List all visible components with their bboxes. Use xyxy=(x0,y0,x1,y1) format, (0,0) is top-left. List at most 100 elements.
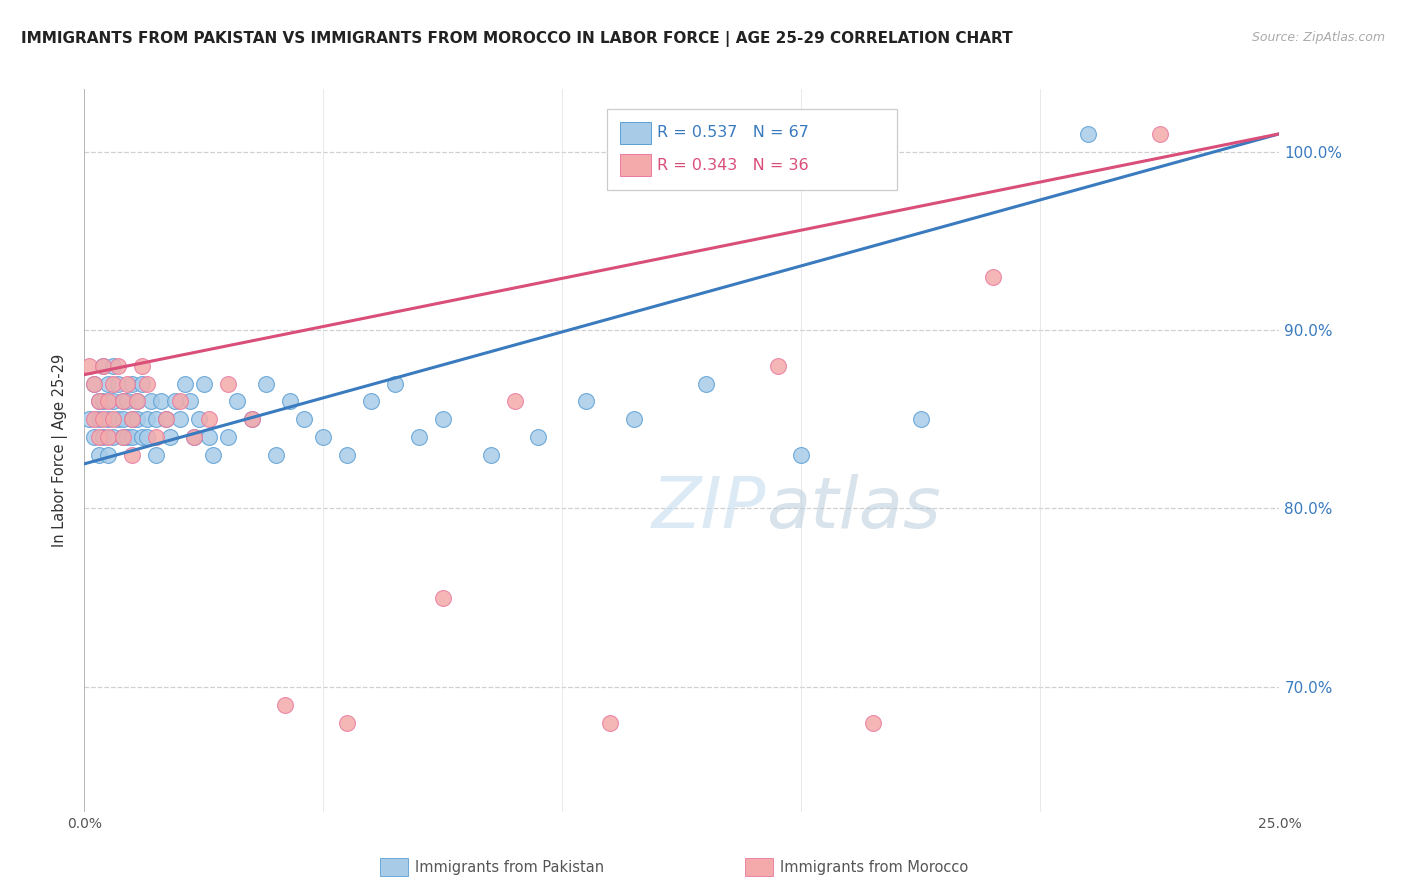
Immigrants from Pakistan xyxy=(240,412,263,426)
Immigrants from Pakistan xyxy=(97,412,120,426)
Immigrants from Pakistan xyxy=(121,430,143,444)
Y-axis label: In Labor Force | Age 25-29: In Labor Force | Age 25-29 xyxy=(52,354,69,547)
Immigrants from Morocco xyxy=(135,376,157,391)
Immigrants from Morocco xyxy=(121,448,143,462)
Immigrants from Pakistan xyxy=(93,430,115,444)
Immigrants from Pakistan xyxy=(87,412,110,426)
Immigrants from Pakistan xyxy=(117,394,139,409)
Immigrants from Pakistan xyxy=(145,448,167,462)
Immigrants from Morocco xyxy=(83,376,105,391)
Immigrants from Pakistan xyxy=(188,412,211,426)
Text: Immigrants from Pakistan: Immigrants from Pakistan xyxy=(415,860,605,874)
Immigrants from Morocco xyxy=(503,394,526,409)
Immigrants from Pakistan xyxy=(141,394,163,409)
Text: ZIP: ZIP xyxy=(651,474,766,542)
Immigrants from Morocco xyxy=(117,376,139,391)
Immigrants from Pakistan xyxy=(97,448,120,462)
Immigrants from Pakistan xyxy=(169,412,191,426)
Immigrants from Pakistan xyxy=(111,412,134,426)
Immigrants from Pakistan xyxy=(107,412,129,426)
Immigrants from Pakistan xyxy=(145,412,167,426)
Immigrants from Pakistan xyxy=(695,376,717,391)
Immigrants from Pakistan xyxy=(292,412,315,426)
Immigrants from Morocco xyxy=(274,698,297,712)
Immigrants from Pakistan xyxy=(197,430,219,444)
Text: atlas: atlas xyxy=(766,474,941,542)
Immigrants from Morocco xyxy=(87,394,110,409)
Immigrants from Pakistan xyxy=(107,376,129,391)
Immigrants from Pakistan xyxy=(83,376,105,391)
Immigrants from Morocco xyxy=(97,430,120,444)
Immigrants from Pakistan xyxy=(202,448,225,462)
Immigrants from Morocco xyxy=(432,591,454,605)
Immigrants from Pakistan xyxy=(312,430,335,444)
Immigrants from Morocco xyxy=(87,430,110,444)
Immigrants from Pakistan xyxy=(217,430,239,444)
Text: Source: ZipAtlas.com: Source: ZipAtlas.com xyxy=(1251,31,1385,45)
Immigrants from Morocco xyxy=(336,715,359,730)
Immigrants from Pakistan xyxy=(131,430,153,444)
Immigrants from Pakistan xyxy=(101,394,124,409)
Immigrants from Pakistan xyxy=(111,394,134,409)
Text: Immigrants from Morocco: Immigrants from Morocco xyxy=(780,860,969,874)
Immigrants from Pakistan xyxy=(264,448,287,462)
Immigrants from Pakistan xyxy=(527,430,550,444)
Immigrants from Pakistan xyxy=(135,430,157,444)
Immigrants from Morocco xyxy=(169,394,191,409)
Immigrants from Pakistan xyxy=(790,448,813,462)
Immigrants from Pakistan xyxy=(125,394,148,409)
Immigrants from Pakistan xyxy=(254,376,277,391)
Immigrants from Pakistan xyxy=(165,394,187,409)
Immigrants from Pakistan xyxy=(87,448,110,462)
Immigrants from Pakistan xyxy=(575,394,598,409)
Immigrants from Pakistan xyxy=(125,412,148,426)
Immigrants from Pakistan xyxy=(179,394,201,409)
Immigrants from Pakistan xyxy=(149,394,172,409)
Immigrants from Morocco xyxy=(125,394,148,409)
Immigrants from Morocco xyxy=(183,430,205,444)
Immigrants from Morocco xyxy=(77,359,100,373)
Immigrants from Morocco xyxy=(240,412,263,426)
Immigrants from Pakistan xyxy=(360,394,382,409)
Immigrants from Pakistan xyxy=(432,412,454,426)
Immigrants from Morocco xyxy=(981,269,1004,284)
Immigrants from Pakistan xyxy=(336,448,359,462)
Immigrants from Morocco xyxy=(107,359,129,373)
Immigrants from Morocco xyxy=(101,412,124,426)
Immigrants from Pakistan xyxy=(131,376,153,391)
Immigrants from Morocco xyxy=(197,412,219,426)
Immigrants from Morocco xyxy=(155,412,177,426)
Text: R = 0.343   N = 36: R = 0.343 N = 36 xyxy=(657,158,808,172)
Immigrants from Pakistan xyxy=(121,412,143,426)
Text: R = 0.537   N = 67: R = 0.537 N = 67 xyxy=(657,126,808,140)
Immigrants from Pakistan xyxy=(101,430,124,444)
Immigrants from Pakistan xyxy=(173,376,195,391)
Immigrants from Morocco xyxy=(93,412,115,426)
Immigrants from Morocco xyxy=(101,376,124,391)
Immigrants from Pakistan xyxy=(910,412,932,426)
Immigrants from Pakistan xyxy=(479,448,502,462)
Immigrants from Morocco xyxy=(217,376,239,391)
Immigrants from Pakistan xyxy=(93,394,115,409)
Immigrants from Pakistan xyxy=(121,376,143,391)
Immigrants from Pakistan xyxy=(155,412,177,426)
Immigrants from Pakistan xyxy=(111,430,134,444)
Immigrants from Pakistan xyxy=(193,376,215,391)
Immigrants from Morocco xyxy=(131,359,153,373)
Immigrants from Pakistan xyxy=(135,412,157,426)
Immigrants from Morocco xyxy=(97,394,120,409)
Immigrants from Pakistan xyxy=(183,430,205,444)
Immigrants from Pakistan xyxy=(117,430,139,444)
Immigrants from Pakistan xyxy=(159,430,181,444)
Immigrants from Pakistan xyxy=(93,359,115,373)
Immigrants from Morocco xyxy=(145,430,167,444)
Immigrants from Pakistan xyxy=(278,394,301,409)
Immigrants from Pakistan xyxy=(83,430,105,444)
Immigrants from Pakistan xyxy=(384,376,406,391)
Immigrants from Pakistan xyxy=(97,376,120,391)
Immigrants from Pakistan xyxy=(77,412,100,426)
Immigrants from Morocco xyxy=(862,715,884,730)
Text: IMMIGRANTS FROM PAKISTAN VS IMMIGRANTS FROM MOROCCO IN LABOR FORCE | AGE 25-29 C: IMMIGRANTS FROM PAKISTAN VS IMMIGRANTS F… xyxy=(21,31,1012,47)
Immigrants from Morocco xyxy=(111,394,134,409)
Immigrants from Pakistan xyxy=(408,430,430,444)
